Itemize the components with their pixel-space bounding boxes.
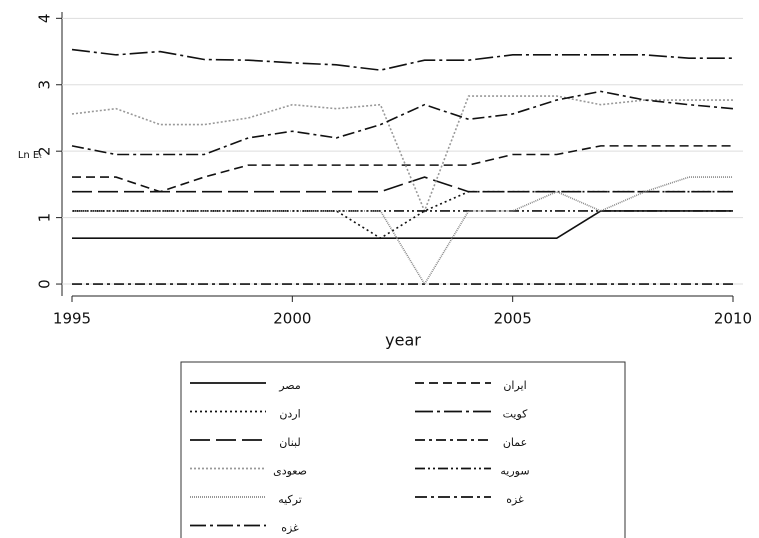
legend-label: مصر (278, 379, 301, 392)
series-line (71, 95, 733, 214)
legend-label: عمان (503, 436, 527, 449)
x-tick-label: 2000 (273, 310, 311, 328)
series-line (72, 190, 733, 240)
legend-label: غزه (281, 522, 299, 535)
x-axis-label: year (385, 331, 421, 350)
y-tick-label: 4 (36, 14, 54, 24)
x-tick-label: 1995 (53, 310, 91, 328)
legend-label: صعودی (273, 465, 307, 478)
legend-box (180, 361, 626, 538)
y-axis-label: Ln Eₜ (18, 150, 42, 161)
legend-label: لبنان (279, 436, 300, 449)
series-line (72, 210, 733, 240)
series-line (71, 90, 734, 156)
legend-label: کویت (503, 408, 529, 421)
series-line (71, 48, 733, 71)
legend-label: اردن (279, 408, 300, 421)
y-tick-label: 1 (36, 213, 54, 223)
legend-label: سوریه (500, 465, 529, 478)
legend-label: غزه (506, 493, 524, 506)
x-tick-label: 2010 (714, 310, 752, 328)
legend-label: ایران (503, 379, 526, 392)
series-line (72, 176, 733, 286)
series-line (72, 145, 733, 193)
y-tick-label: 0 (36, 279, 54, 289)
y-tick-label: 3 (36, 80, 54, 90)
y-tick-label: 2 (36, 146, 54, 156)
series-line (72, 176, 733, 193)
legend-label: ترکیه (278, 493, 302, 506)
x-tick-label: 2005 (494, 310, 532, 328)
